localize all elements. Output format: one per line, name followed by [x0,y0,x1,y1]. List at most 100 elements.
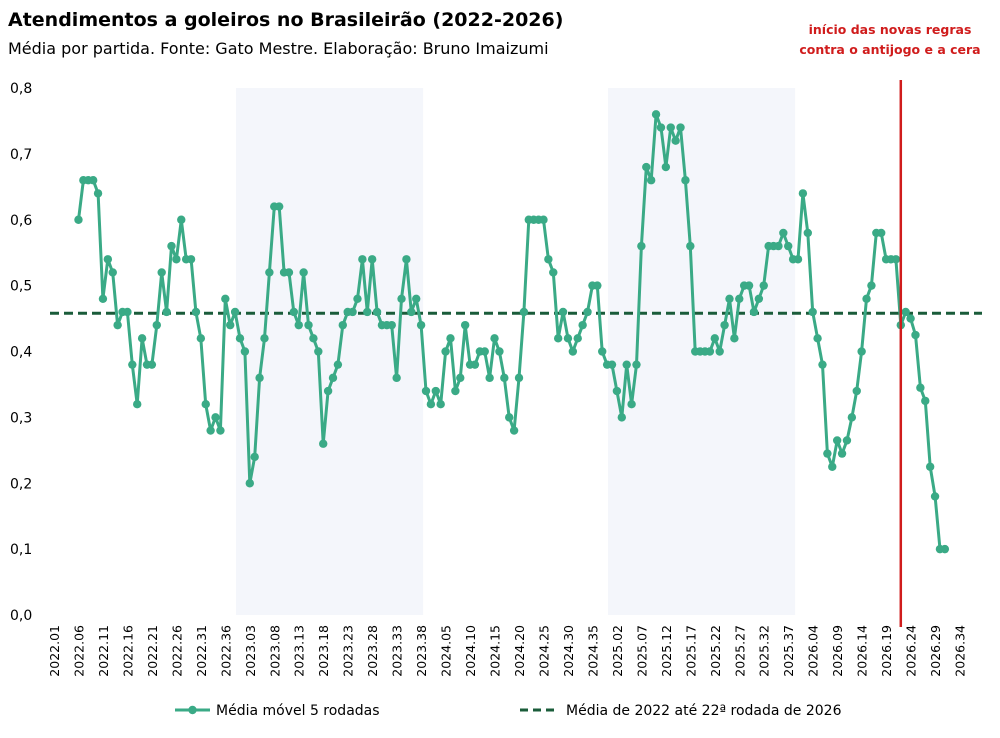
x-tick-label: 2026.04 [806,625,821,677]
x-tick-label: 2024.15 [488,625,503,677]
data-point [500,373,509,383]
x-tick-label: 2023.33 [390,625,405,677]
data-point [358,255,367,264]
x-tick-label: 2024.10 [463,625,478,677]
data-point [832,436,842,445]
data-point [323,386,333,396]
data-point [803,228,812,238]
data-point [891,255,901,264]
data-point [862,294,871,303]
x-tick-label: 2024.05 [439,625,454,677]
data-point [921,396,930,406]
data-point [818,360,827,369]
data-point [505,413,514,422]
x-tick-label: 2025.37 [781,625,796,677]
data-point [133,400,142,409]
x-tick-label: 2023.18 [316,625,331,677]
data-point [593,281,602,290]
data-point [877,228,886,238]
data-point [940,544,950,554]
data-point [289,307,299,317]
data-point [392,373,401,383]
data-point [162,307,171,317]
data-point [485,373,494,383]
data-point [549,268,558,277]
data-point [328,373,338,383]
data-point [348,307,357,317]
data-point [103,255,113,264]
data-point [656,123,666,132]
data-point [397,294,406,303]
data-point [260,334,269,343]
x-tick-label: 2022.16 [120,625,135,677]
data-point [441,347,450,356]
data-point [598,347,607,356]
data-point [416,320,426,330]
data-point [710,334,719,343]
data-point [245,479,254,488]
data-point [558,307,568,317]
data-point [519,307,529,317]
y-tick-label: 0,1 [10,542,32,558]
y-tick-label: 0,0 [10,608,32,624]
data-point [779,228,788,238]
data-point [901,307,910,317]
data-point [152,320,161,330]
legend-label-moving-average: Média móvel 5 rodadas [216,703,380,719]
data-point [216,426,225,435]
y-tick-label: 0,6 [10,213,32,229]
data-point [470,360,480,369]
data-point [642,162,651,172]
data-point [837,449,847,458]
data-point [509,426,519,435]
data-point [93,189,103,198]
data-point [671,136,680,145]
x-tick-label: 2023.23 [341,625,356,677]
data-point [705,347,715,356]
data-point [823,449,832,458]
data-point [363,307,372,317]
data-point [749,307,759,317]
x-tick-label: 2026.14 [855,625,870,677]
data-point [925,462,935,471]
data-point [666,123,675,132]
data-point [108,268,117,277]
data-point [828,462,837,471]
data-point [720,320,729,330]
data-point [451,386,460,396]
data-point [367,255,377,264]
data-point [206,426,215,435]
data-point [544,255,553,264]
data-point [128,360,137,369]
x-tick-label: 2025.27 [732,625,747,677]
data-point [539,215,548,224]
data-point [265,268,274,277]
data-point [744,281,754,290]
data-point [186,255,196,264]
data-point [735,294,744,303]
new-rules-annotation: início das novas regras [809,22,972,37]
data-point [583,307,592,317]
x-tick-label: 2026.29 [928,625,943,677]
data-point [113,320,122,330]
data-point [793,255,803,264]
x-tick-label: 2023.28 [365,625,380,677]
data-point [715,347,724,356]
data-point [495,347,504,356]
data-point [573,334,582,343]
data-point [250,452,259,462]
x-tick-label: 2024.25 [536,625,551,677]
data-point [661,162,671,172]
data-point [230,307,240,317]
data-point [426,400,436,409]
data-point [480,347,489,356]
x-tick-label: 2026.09 [830,625,845,677]
new-rules-annotation: contra o antijogo e a cera [799,42,980,57]
data-point [421,386,431,396]
x-tick-label: 2025.07 [634,625,649,677]
y-tick-label: 0,7 [10,147,32,163]
data-point [446,334,455,343]
data-point [916,383,925,392]
data-point [607,360,617,369]
data-point [407,307,416,317]
